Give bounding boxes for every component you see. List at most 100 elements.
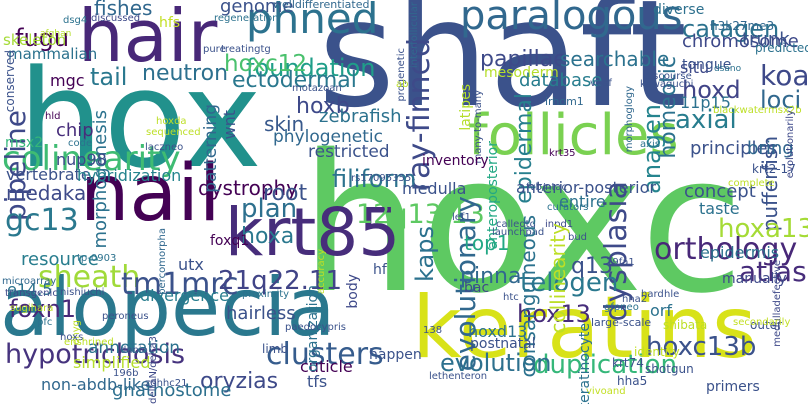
word-hypotrichosis: hypotrichosis	[5, 339, 186, 370]
word-tfs: tfs	[307, 372, 328, 391]
word-curators: curators	[547, 202, 589, 213]
word-catagen: catagen	[682, 15, 780, 43]
word-morphoglogy: morphoglogy	[624, 86, 635, 153]
word-sugihara: sugihara	[10, 303, 54, 314]
word-restricted: restricted	[308, 142, 390, 162]
word-hair: hair	[78, 0, 218, 78]
word-interfollicular: interfollicular	[409, 2, 420, 69]
word-hfs: hfs	[159, 15, 181, 31]
word-primers: primers	[706, 379, 760, 395]
word-deltan: deltaN/delta3	[148, 336, 159, 404]
word-tongue: tongue	[682, 57, 732, 73]
word-proximity: proximity	[242, 289, 290, 300]
word-medulladefective: medulladefective	[772, 260, 783, 347]
word-diverse: diverse	[653, 2, 705, 18]
word-secondarily: secondarily	[733, 317, 791, 328]
word-keratinocyte: keratinocyte	[577, 323, 593, 404]
word-shibata: shibata	[663, 318, 708, 332]
word-bring: bring	[747, 138, 794, 159]
word-hld: hld	[45, 111, 61, 122]
word-consanguineous: consanguineous	[516, 215, 540, 378]
word-kaps: kaps	[411, 226, 439, 282]
word-anterior-posterior: anterior-posterior	[516, 178, 656, 197]
word-hard: hard	[641, 289, 664, 300]
word-ectodermal: ectodermal	[232, 68, 357, 93]
word-nishiuchi: nishiuchi	[60, 287, 105, 298]
word-hoxs: hoxs	[60, 332, 84, 343]
word-gfpneo: gfpneo	[604, 302, 639, 313]
word-happen: happen	[369, 347, 422, 363]
word-percomorpha: percomorpha	[157, 228, 168, 295]
word-phylogenetic: phylogenetic	[273, 127, 383, 147]
word-root: root	[263, 181, 308, 206]
word-chromosome: chromosome	[682, 31, 799, 52]
word-latipes: latipes	[458, 84, 474, 131]
word-papillae: papillae	[480, 47, 567, 72]
word-zebrafish: zebrafish	[319, 106, 402, 127]
word-resource: resource	[21, 249, 99, 270]
word-fishes: fishes	[94, 0, 153, 20]
word-divergence: divergence	[140, 286, 229, 305]
word-lethenteron: lethenteron	[429, 371, 488, 382]
word-hoxc12: hoxc12	[224, 51, 308, 77]
word-hoxa13: hoxa13	[718, 214, 808, 244]
word-collinearity: collinearity	[546, 223, 570, 334]
word-conserved: conserved	[3, 50, 17, 113]
word-blackwater: blackwater	[713, 105, 769, 116]
word-hairless: hairless	[226, 303, 296, 324]
word-non-abdb-like: non-abdb-like	[41, 375, 151, 394]
word-nail: nail	[80, 149, 221, 239]
word-h3k27me3: h3k27me3	[710, 19, 775, 33]
word-shaft: shaft	[318, 0, 688, 140]
word-pfc: pfc	[37, 317, 53, 328]
word-colinearity: colinearity	[2, 139, 181, 179]
word-plan: plan	[241, 194, 298, 224]
word-regeneration: regeneration	[214, 13, 279, 24]
word-enshrined: enshrined	[64, 337, 114, 348]
word-transgenic: transgenic	[5, 288, 58, 299]
word-vertebrate: vertebrate	[6, 165, 91, 184]
word-11p15: 11p15	[680, 93, 731, 112]
word-msx2: msx2	[5, 135, 44, 151]
word-dystrophy: dystrophy	[198, 176, 299, 200]
word-mgc: mgc	[50, 71, 85, 90]
word-filiform: filiform	[332, 165, 417, 193]
word-gnathostome: gnathostome	[112, 380, 232, 401]
word-12q13-13: 12q13.13	[356, 199, 485, 230]
word-treatingtg: treatingtg	[221, 44, 271, 55]
word-clusters: clusters	[266, 337, 384, 372]
word-afghan: afghan	[40, 29, 72, 39]
word-evolutionarily: evolutionarily	[785, 110, 796, 179]
word-hoxd: hoxd	[682, 76, 741, 104]
word-fugu: fugu	[15, 24, 70, 52]
word-concept: concept	[684, 181, 756, 202]
word-paralogous: paralogous	[460, 0, 683, 39]
word-krt74: krt74	[612, 356, 644, 370]
word-nup98: nup98	[56, 150, 107, 169]
word-wnt: wnt	[220, 110, 239, 140]
word-code: code	[68, 138, 93, 149]
word-epidermis: epidermis	[700, 243, 780, 262]
word-gc13: gc13	[5, 203, 79, 238]
word-evolution: evolution	[440, 349, 552, 377]
word-hha2: hha2	[622, 294, 648, 305]
word-danio: danio	[120, 345, 148, 356]
word-oryzias: oryzias	[200, 369, 279, 394]
word-annotation: annotation	[88, 338, 181, 358]
word-calledtg: calledtg	[496, 219, 536, 230]
word-outer: outer	[750, 318, 782, 332]
word-complete: complete	[728, 178, 775, 189]
word-mesoderm: mesoderm	[484, 65, 559, 81]
word-discussed: discussed	[91, 13, 141, 24]
word-sheath: sheath	[38, 260, 141, 295]
word-tp-0903: tp-0903	[77, 253, 117, 264]
word-hha5: hha5	[617, 374, 648, 388]
word-inpd1: inpd1	[545, 219, 574, 230]
word-pure: pure	[203, 44, 226, 55]
word-kawaguchi: kawaguchi	[640, 79, 694, 90]
word-discourse: discourse	[644, 71, 692, 82]
word-zdhhc21: zdhhc21	[145, 378, 188, 389]
word-138: 138	[423, 325, 443, 336]
word-axial: axial	[675, 105, 737, 135]
word-dsano: dsano	[714, 64, 742, 74]
